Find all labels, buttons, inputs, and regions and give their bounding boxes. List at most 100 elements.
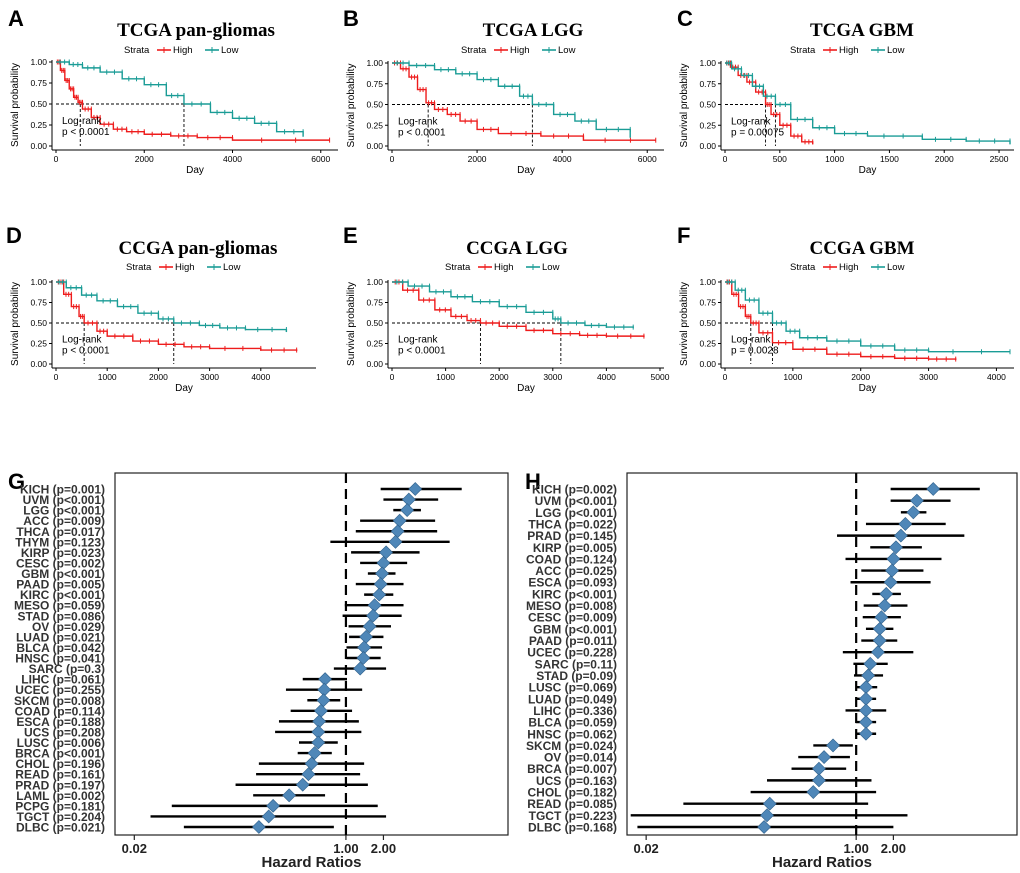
hr-point-brca (812, 761, 826, 776)
hr-point-prad (893, 528, 908, 543)
y-tick-label: 1.00 (366, 58, 383, 68)
x-axis-title: Day (517, 165, 535, 176)
logrank-pvalue: p = 0.00075 (731, 127, 785, 138)
x-tick-label: 0 (390, 372, 395, 382)
legend-title: Strata (790, 262, 816, 273)
y-tick-label: 0.00 (699, 359, 716, 369)
row-label-esca: ESCA (p=0.093) (528, 576, 617, 590)
row-label-laml: LAML (p=0.002) (16, 789, 105, 803)
row-label-meso: MESO (p=0.059) (14, 599, 105, 613)
hr-point-kirc (879, 586, 894, 601)
x-tick-label: 1000 (436, 372, 455, 382)
plot-frame (626, 472, 1018, 836)
hr-point-paad (872, 633, 887, 648)
hr-point-skcm (316, 693, 331, 708)
row-label-kirc: KIRC (p<0.001) (532, 587, 617, 601)
chart-title: CCGA pan-gliomas (119, 238, 278, 259)
y-tick-label: 1.00 (366, 277, 383, 287)
x-tick-label: 0 (723, 154, 728, 164)
km-panel-E: E CCGA LGG Strata High Low 0.00 0.25 0.50 0.75 1.… (343, 223, 670, 394)
legend: Strata High Low (445, 262, 560, 273)
legend: Strata High Low (126, 262, 241, 273)
km-panel-B: B TCGA LGG Strata High Low 0.00 0.25 0.50 0.75 1.… (343, 6, 664, 176)
row-label-kirp: KIRP (p=0.023) (21, 546, 105, 560)
row-label-chol: CHOL (p=0.182) (528, 786, 617, 800)
logrank-label: Log-rank (62, 116, 102, 127)
hr-point-prad (295, 777, 310, 792)
x-axis-title: Day (859, 165, 877, 176)
y-tick-label: 0.75 (366, 79, 383, 89)
y-axis-title: Survival probability (679, 282, 690, 366)
hr-point-thym (388, 534, 403, 549)
y-tick-label: 0.25 (366, 339, 383, 349)
x-tick-label: 2000 (135, 154, 154, 164)
y-tick-label: 0.50 (30, 318, 47, 328)
hr-point-uvm (401, 492, 416, 507)
y-tick-label: 1.00 (699, 58, 716, 68)
legend: Strata High Low (124, 45, 239, 56)
row-label-ucs: UCS (p=0.163) (536, 774, 617, 788)
row-label-brca: BRCA (p=0.007) (527, 762, 617, 776)
km-panel-A: A TCGA pan-gliomas Strata High Low 0.00 0.25 0.… (8, 6, 338, 176)
hr-point-read (762, 796, 777, 811)
row-label-blca: BLCA (p=0.059) (528, 716, 617, 730)
hr-point-acc (392, 513, 407, 528)
logrank-pvalue: p < 0.0001 (398, 127, 446, 138)
y-tick-label: 0.75 (30, 78, 47, 88)
row-label-paad: PAAD (p=0.005) (16, 578, 105, 592)
row-label-brca: BRCA (p<0.001) (15, 747, 105, 761)
hr-point-esca (883, 575, 898, 590)
x-tick-label: 3000 (919, 372, 938, 382)
panel-letter-H: H (525, 469, 541, 494)
chart-title: TCGA LGG (483, 20, 584, 41)
hr-point-pcpg (266, 798, 280, 813)
hr-point-dlbc (251, 820, 266, 834)
row-label-meso: MESO (p=0.008) (526, 599, 617, 613)
hr-point-gbm (375, 566, 389, 581)
y-tick-label: 0.00 (30, 141, 47, 151)
x-axis-title: Day (859, 383, 877, 394)
panel-letter-B: B (343, 6, 359, 31)
legend: Strata High Low (790, 262, 905, 273)
logrank-pvalue: p = 0.0028 (731, 346, 779, 357)
y-tick-label: 1.00 (699, 277, 716, 287)
row-label-skcm: SKCM (p=0.024) (526, 739, 617, 753)
hr-point-read (301, 767, 316, 782)
chart-title: TCGA GBM (810, 20, 914, 41)
logrank-pvalue: p < 0.0001 (398, 346, 446, 357)
row-label-kich: KICH (p=0.001) (20, 483, 105, 497)
km-panel-C: C TCGA GBM Strata High Low 0.00 0.25 0.50 0.75 1.… (677, 6, 1014, 176)
legend-label-low: Low (223, 262, 241, 273)
y-tick-label: 0.50 (366, 100, 383, 110)
hr-point-laml (282, 788, 297, 803)
x-tick-label: 0 (723, 372, 728, 382)
row-label-cesc: CESC (p=0.002) (16, 556, 105, 570)
row-label-sarc: SARC (p=0.3) (29, 662, 105, 676)
y-tick-label: 0.50 (30, 99, 47, 109)
row-label-cesc: CESC (p=0.009) (528, 611, 617, 625)
x-tick-label: 3000 (543, 372, 562, 382)
x-tick-label: 4000 (597, 372, 616, 382)
legend: Strata High Low (790, 45, 905, 56)
row-label-lusc: LUSC (p=0.006) (17, 736, 105, 750)
x-tick-label: 2.00 (371, 841, 396, 856)
hr-point-coad (886, 552, 901, 566)
logrank-pvalue: p < 0.0001 (62, 127, 110, 138)
hr-point-kich (926, 482, 941, 496)
row-label-stad: STAD (p=0.09) (536, 669, 617, 683)
y-tick-label: 1.00 (30, 57, 47, 67)
km-curve-low (392, 281, 634, 328)
row-label-uvm: UVM (p<0.001) (23, 493, 105, 507)
logrank-pvalue: p < 0.0001 (62, 346, 110, 357)
y-axis-title: Survival probability (346, 64, 357, 148)
y-tick-label: 0.50 (699, 318, 716, 328)
row-label-dlbc: DLBC (p=0.021) (16, 821, 105, 835)
hr-point-chol (304, 756, 319, 771)
row-label-tgct: TGCT (p=0.204) (17, 810, 105, 824)
y-tick-label: 0.50 (366, 318, 383, 328)
row-label-lusc: LUSC (p=0.069) (529, 681, 617, 695)
x-tick-label: 1.00 (333, 841, 358, 856)
chart-title: CCGA LGG (466, 238, 568, 259)
row-label-gbm: GBM (p<0.001) (21, 567, 105, 581)
